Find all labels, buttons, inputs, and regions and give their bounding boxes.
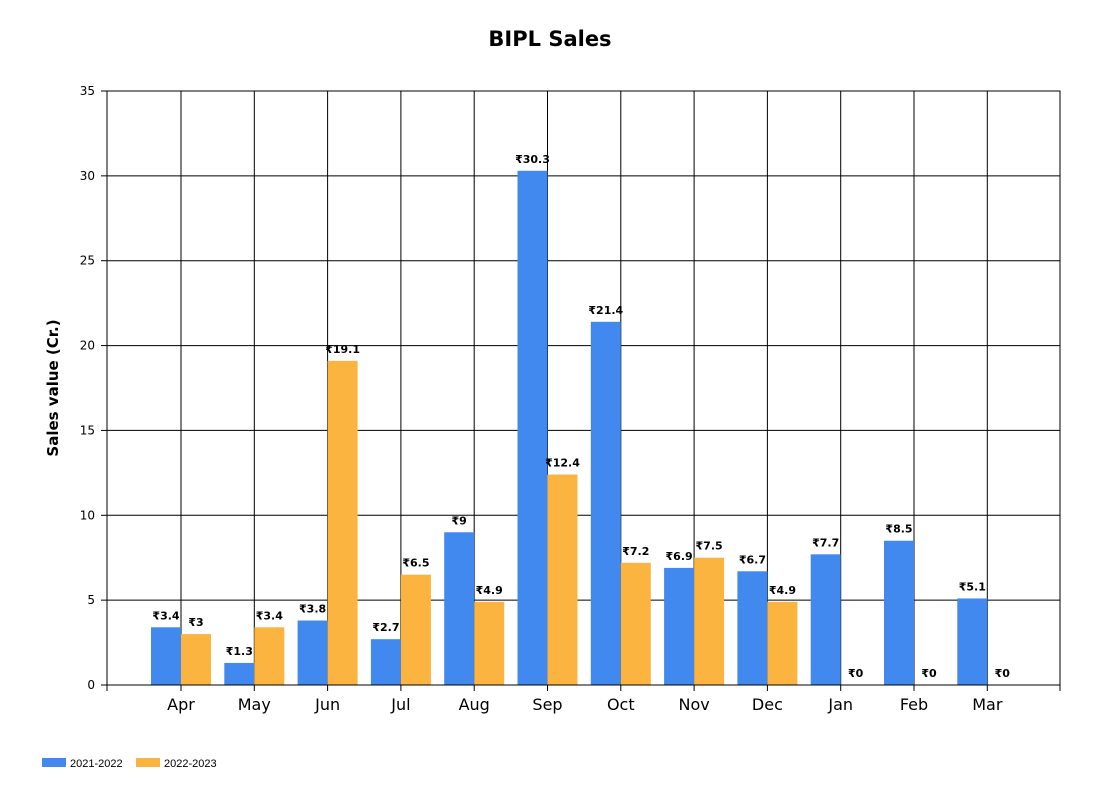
- bar-2022-2023-May: [254, 627, 285, 685]
- y-tick-label: 30: [80, 169, 95, 183]
- data-label: ₹6.7: [739, 553, 766, 566]
- x-tick-label: Dec: [752, 695, 783, 714]
- legend-label: 2021-2022: [70, 758, 123, 770]
- x-tick-label: Mar: [972, 695, 1003, 714]
- data-label: ₹3.8: [299, 603, 326, 616]
- data-label: ₹7.5: [696, 540, 723, 553]
- x-tick-label: Jan: [827, 695, 853, 714]
- plot-border: [106, 90, 1061, 686]
- data-label: ₹3.4: [152, 609, 179, 622]
- x-tick-label: Jun: [314, 695, 340, 714]
- bar-2022-2023-Dec: [767, 601, 798, 685]
- bar-2022-2023-Aug: [474, 601, 505, 685]
- bar-2022-2023-Nov: [694, 557, 725, 685]
- data-label: ₹19.1: [325, 343, 360, 356]
- x-tick-label: Sep: [532, 695, 562, 714]
- grid-lines: [107, 90, 1060, 686]
- data-label: ₹1.3: [226, 645, 253, 658]
- bar-2022-2023-Jul: [400, 574, 431, 685]
- data-label: ₹21.4: [588, 304, 623, 317]
- legend-swatch: [42, 758, 66, 767]
- x-tick-label: Oct: [607, 695, 635, 714]
- x-tick-label: Jul: [390, 695, 410, 714]
- data-label: ₹9: [452, 514, 467, 527]
- data-label: ₹12.4: [545, 457, 580, 470]
- data-label: ₹7.7: [812, 536, 839, 549]
- chart-title: BIPL Sales: [488, 27, 611, 51]
- x-tick-label: May: [238, 695, 271, 714]
- bar-2021-2022-Aug: [444, 532, 475, 685]
- bar-2021-2022-Oct: [590, 321, 621, 685]
- bar-2021-2022-Nov: [664, 567, 695, 685]
- data-label: ₹2.7: [372, 621, 399, 634]
- x-tick-label: Aug: [459, 695, 490, 714]
- legend-swatch: [136, 758, 160, 767]
- data-label: ₹3.4: [256, 609, 283, 622]
- bar-2022-2023-Jun: [327, 360, 358, 685]
- y-tick-label: 15: [80, 423, 95, 437]
- data-label: ₹6.9: [666, 550, 693, 563]
- data-labels: ₹3.4 ₹1.3 ₹3.8 ₹2.7 ₹9 ₹30.3 ₹21.4 ₹6.9 ₹6.7 ₹7.7…: [152, 153, 1010, 680]
- data-label: ₹4.9: [476, 584, 503, 597]
- x-tick-label: Feb: [900, 695, 928, 714]
- bar-2022-2023-Sep: [547, 474, 578, 685]
- data-label: ₹4.9: [769, 584, 796, 597]
- y-tick-label: 10: [80, 508, 95, 522]
- data-label: ₹0: [848, 667, 864, 680]
- bar-2021-2022-Feb: [884, 540, 914, 685]
- y-tick-label: 0: [87, 678, 95, 692]
- bar-2021-2022-Apr: [151, 627, 181, 685]
- bar-2021-2022-Mar: [957, 598, 988, 685]
- bars: [151, 170, 988, 685]
- bar-2021-2022-Dec: [737, 571, 768, 685]
- data-label: ₹30.3: [515, 153, 550, 166]
- data-label: ₹8.5: [885, 523, 912, 536]
- y-tick-label: 35: [80, 84, 95, 98]
- bar-2021-2022-Jul: [370, 639, 401, 685]
- data-label: ₹3: [188, 616, 203, 629]
- x-tick-label: Apr: [167, 695, 195, 714]
- data-label: ₹7.2: [622, 545, 649, 558]
- legend-item: 2022-2023: [136, 758, 217, 770]
- data-label: ₹5.1: [959, 580, 986, 593]
- legend-item: 2021-2022: [42, 758, 123, 770]
- y-axis-label: Sales value (Cr.): [44, 319, 62, 456]
- data-label: ₹0: [995, 667, 1011, 680]
- axes: 0 5 10 15 20 25 30 35 Apr May Jun Jul Aug Sep Oct Nov De…: [80, 84, 1061, 714]
- bar-2022-2023-Apr: [181, 634, 211, 685]
- bar-2021-2022-Jun: [297, 620, 328, 685]
- bar-2022-2023-Oct: [620, 562, 651, 685]
- bar-2021-2022-Sep: [517, 170, 548, 685]
- y-tick-label: 5: [87, 593, 95, 607]
- x-tick-label: Nov: [678, 695, 709, 714]
- data-label: ₹6.5: [402, 557, 429, 570]
- bar-2021-2022-May: [224, 662, 255, 685]
- legend: 2021-2022 2022-2023: [42, 758, 217, 770]
- y-tick-label: 25: [80, 254, 95, 268]
- legend-label: 2022-2023: [164, 758, 217, 770]
- data-label: ₹0: [921, 667, 937, 680]
- y-tick-label: 20: [80, 339, 95, 353]
- bar-2021-2022-Jan: [810, 554, 841, 685]
